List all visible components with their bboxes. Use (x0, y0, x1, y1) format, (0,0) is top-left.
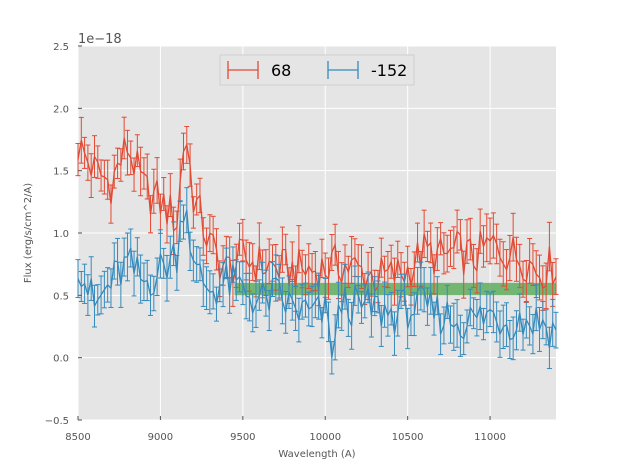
legend-label-minus-152: -152 (371, 61, 407, 80)
y-axis-label: Flux (erg/s/cm^2/A) (23, 183, 34, 283)
x-tick-label: 9500 (230, 432, 255, 443)
axis-ticks: 8500 9000 9500 10000 10500 11000 −0.5 0.0 0.5 1.0… (45, 42, 506, 443)
y-tick-label: 1.5 (53, 167, 69, 178)
series-line-0 (77, 137, 557, 293)
y-tick-label: 0.0 (53, 354, 69, 365)
x-axis-label: Wavelength (A) (278, 449, 355, 460)
y-tick-label: 2.0 (53, 104, 69, 115)
series-line-1 (77, 210, 557, 358)
x-tick-label: 8500 (65, 432, 90, 443)
legend-entry-68: 68 (227, 61, 291, 80)
y-offset-label: 1e−18 (78, 32, 122, 47)
legend: 68 -152 (219, 54, 415, 86)
x-tick-label: 11000 (474, 432, 506, 443)
y-tick-label: 0.5 (53, 291, 69, 302)
legend-entry-minus-152: -152 (327, 61, 407, 80)
x-tick-label: 10000 (309, 432, 341, 443)
legend-label-68: 68 (271, 61, 291, 80)
series-layer (75, 116, 559, 375)
y-tick-label: 2.5 (53, 42, 69, 53)
x-tick-label: 10500 (392, 432, 424, 443)
series-0 (75, 116, 559, 313)
series-1 (75, 187, 559, 375)
y-tick-label: 1.0 (53, 229, 69, 240)
x-tick-label: 9000 (148, 432, 173, 443)
y-tick-label: −0.5 (45, 416, 69, 427)
